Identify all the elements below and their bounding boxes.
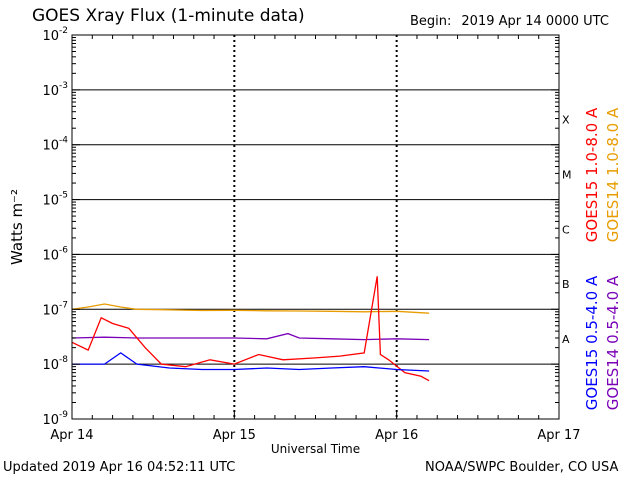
series-line xyxy=(71,276,430,382)
y-axis-label: Watts m⁻² xyxy=(8,189,26,265)
legend-entry-right: GOES14 1.0-8.0 A xyxy=(604,107,622,242)
flare-class-b: B xyxy=(562,278,570,291)
begin-label: Begin: xyxy=(410,14,452,29)
y-tick-exponent: -8 xyxy=(59,355,68,365)
y-tick-label: 10-2 xyxy=(42,26,68,44)
y-tick-exponent: -9 xyxy=(59,410,68,420)
legend-entry-bottom: GOES15 0.5-4.0 A xyxy=(583,275,601,410)
begin-value: 2019 Apr 14 0000 UTC xyxy=(461,14,609,29)
flare-class-a: A xyxy=(562,333,570,346)
y-tick-label: 10-8 xyxy=(42,355,68,373)
y-tick-label: 10-7 xyxy=(42,300,68,318)
y-tick-label: 10-9 xyxy=(42,410,68,428)
x-axis-label: Universal Time xyxy=(271,442,360,456)
flare-class-m: M xyxy=(562,168,572,181)
x-tick-label: Apr 15 xyxy=(213,428,256,443)
flare-class-c: C xyxy=(562,223,570,236)
y-tick-exponent: -3 xyxy=(59,81,68,91)
plot-frame xyxy=(71,34,560,420)
y-tick-exponent: -6 xyxy=(59,245,68,255)
x-tick-label: Apr 17 xyxy=(537,428,580,443)
series-line xyxy=(72,352,430,372)
page-title: GOES Xray Flux (1-minute data) xyxy=(32,6,305,26)
x-tick-label: Apr 14 xyxy=(50,428,93,443)
credit-label: NOAA/SWPC Boulder, CO USA xyxy=(425,460,619,475)
y-tick-label: 10-4 xyxy=(42,136,68,154)
y-tick-exponent: -7 xyxy=(59,300,68,310)
legend-entry-bottom: GOES14 0.5-4.0 A xyxy=(604,275,622,410)
y-tick-label: 10-6 xyxy=(42,245,68,263)
series-line xyxy=(71,303,430,314)
x-tick-label: Apr 16 xyxy=(375,428,418,443)
begin-time: Begin: 2019 Apr 14 0000 UTC xyxy=(410,14,609,29)
flare-class-x: X xyxy=(562,114,570,127)
y-tick-label: 10-5 xyxy=(42,191,68,209)
y-tick-exponent: -4 xyxy=(59,136,68,146)
y-tick-exponent: -2 xyxy=(59,26,68,36)
plot-area xyxy=(72,35,559,419)
updated-timestamp: Updated 2019 Apr 16 04:52:11 UTC xyxy=(3,460,236,475)
legend-entry-right: GOES15 1.0-8.0 A xyxy=(583,107,601,242)
y-tick-label: 10-3 xyxy=(42,81,68,99)
series-layer xyxy=(71,276,430,382)
series-line xyxy=(71,332,430,341)
y-tick-exponent: -5 xyxy=(59,191,68,201)
